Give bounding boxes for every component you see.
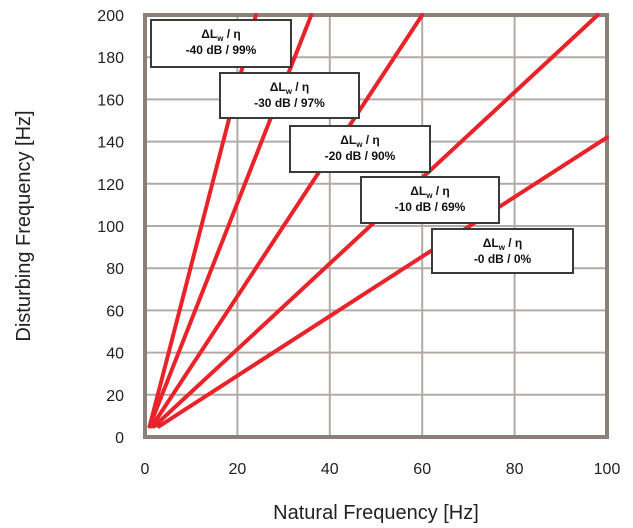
series-line-3 xyxy=(149,13,425,429)
series-labels: ΔLw / η-40 dB / 99%ΔLw / η-30 dB / 97%ΔL… xyxy=(150,19,574,274)
y-tick-label: 200 xyxy=(97,8,124,25)
y-tick-label: 0 xyxy=(115,430,124,447)
series-label-bottom: -20 dB / 90% xyxy=(325,149,396,163)
y-tick-label: 20 xyxy=(106,388,124,405)
grid xyxy=(144,14,608,438)
series-label-bottom: -0 dB / 0% xyxy=(474,252,532,266)
series-label-box-4: ΔLw / η-10 dB / 69% xyxy=(360,176,500,224)
y-tick-label: 40 xyxy=(106,346,124,363)
series-label-top: ΔLw / η xyxy=(410,184,450,200)
y-tick-label: 80 xyxy=(106,261,124,278)
x-tick-label: 20 xyxy=(229,461,247,478)
y-tick-label: 140 xyxy=(97,135,124,152)
y-tick-label: 60 xyxy=(106,303,124,320)
series-label-box-1: ΔLw / η-40 dB / 99% xyxy=(150,19,292,68)
series-label-top: ΔLw / η xyxy=(201,27,241,43)
series-label-box-5: ΔLw / η-0 dB / 0% xyxy=(431,228,574,274)
series-label-top: ΔLw / η xyxy=(483,236,523,252)
x-tick-label: 40 xyxy=(321,461,339,478)
x-tick-label: 0 xyxy=(141,461,150,478)
y-tick-label: 120 xyxy=(97,177,124,194)
plot-frame xyxy=(143,13,609,439)
series-label-box-2: ΔLw / η-30 dB / 97% xyxy=(219,72,360,119)
tick-labels: 0 20 40 60 80 100 0 20 40 60 80 100 120 140 160 180 200 xyxy=(97,8,620,478)
y-tick-label: 180 xyxy=(97,50,124,67)
x-tick-label: 100 xyxy=(594,461,621,478)
series-label-bottom: -40 dB / 99% xyxy=(186,43,257,57)
x-tick-label: 60 xyxy=(413,461,431,478)
y-tick-label: 100 xyxy=(97,219,124,236)
y-axis-title: Disturbing Frequency [Hz] xyxy=(13,110,35,341)
x-axis-title: Natural Frequency [Hz] xyxy=(273,502,479,524)
x-tick-label: 80 xyxy=(506,461,524,478)
series-label-box-3: ΔLw / η-20 dB / 90% xyxy=(289,125,431,173)
series-label-bottom: -30 dB / 97% xyxy=(254,96,325,110)
series-label-bottom: -10 dB / 69% xyxy=(395,200,466,214)
series-label-top: ΔLw / η xyxy=(270,80,310,96)
y-tick-label: 160 xyxy=(97,92,124,109)
series-line-5 xyxy=(156,135,609,429)
series-label-top: ΔLw / η xyxy=(340,133,380,149)
